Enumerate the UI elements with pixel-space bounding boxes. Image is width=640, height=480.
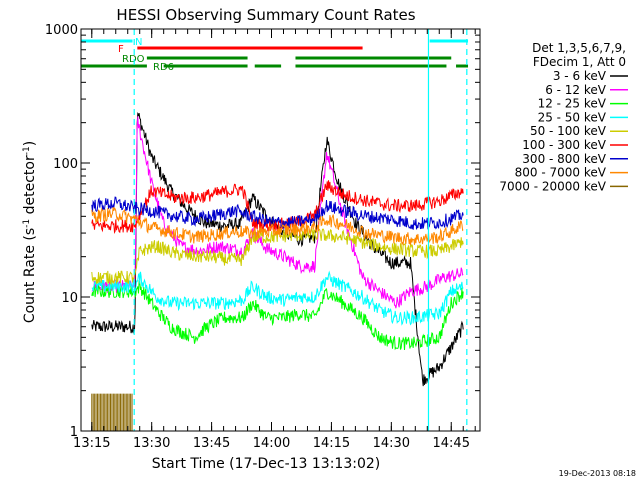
legend-label: 100 - 300 keV	[522, 138, 606, 152]
x-tick-label: 13:45	[193, 436, 230, 451]
legend-label: 12 - 25 keV	[538, 97, 607, 111]
x-tick-label: 14:45	[433, 436, 470, 451]
legend: Det 1,3,5,6,7,9,FDecim 1, Att 03 - 6 keV…	[499, 41, 628, 193]
legend-header-line: FDecim 1, Att 0	[533, 55, 626, 69]
mode-lines	[133, 29, 468, 431]
series-5-line	[91, 226, 464, 286]
legend-label: 3 - 6 keV	[553, 69, 607, 83]
series-8-line	[91, 207, 464, 246]
legend-label: 7000 - 20000 keV	[499, 179, 606, 193]
chart-title: HESSI Observing Summary Count Rates	[116, 6, 415, 24]
y-axis-label-part2: detector	[22, 155, 38, 219]
timeline-label-n: N	[135, 37, 142, 48]
legend-header-line: Det 1,3,5,6,7,9,	[532, 41, 626, 55]
x-tick-label: 14:30	[373, 436, 410, 451]
y-tick-label: 1	[70, 425, 78, 440]
footer-timestamp: 19-Dec-2013 08:18	[559, 469, 636, 478]
plot-frame	[80, 28, 481, 432]
series-3-line	[91, 280, 464, 351]
series-9-bars	[91, 393, 133, 431]
legend-label: 6 - 12 keV	[545, 83, 607, 97]
axis-ticks: 13:15 13:30 13:45 14:00 14:15 14:30 14:45 1 10 10…	[45, 23, 480, 451]
y-tick-label: 100	[53, 157, 78, 172]
legend-label: 300 - 800 keV	[522, 152, 606, 166]
y-axis-label-sup2: -1	[22, 146, 32, 155]
y-tick-label: 10	[61, 291, 78, 306]
x-tick-label: 14:15	[313, 436, 350, 451]
timeline-label-f: F	[118, 44, 124, 55]
x-tick-label: 14:00	[253, 436, 290, 451]
y-axis-label-part3: )	[22, 141, 38, 146]
legend-label: 50 - 100 keV	[530, 124, 607, 138]
y-tick-label: 1000	[45, 23, 78, 38]
legend-label: 25 - 50 keV	[538, 110, 607, 124]
series-7-line	[91, 196, 464, 230]
data-layer	[91, 111, 464, 431]
timeline-label-rdo: RDO	[122, 54, 145, 65]
y-axis-label-part1: Count Rate (s	[22, 228, 38, 323]
x-axis-label: Start Time (17-Dec-13 13:13:02)	[152, 456, 380, 472]
y-axis-label: Count Rate (s-1 detector-1)	[22, 141, 38, 323]
x-tick-label: 13:15	[73, 436, 110, 451]
legend-label: 800 - 7000 keV	[515, 166, 607, 180]
timeline-label-rd6: RD6	[153, 62, 174, 73]
x-tick-label: 13:30	[133, 436, 170, 451]
y-axis-label-sup1: -1	[22, 219, 32, 228]
series-4-line	[91, 270, 464, 326]
